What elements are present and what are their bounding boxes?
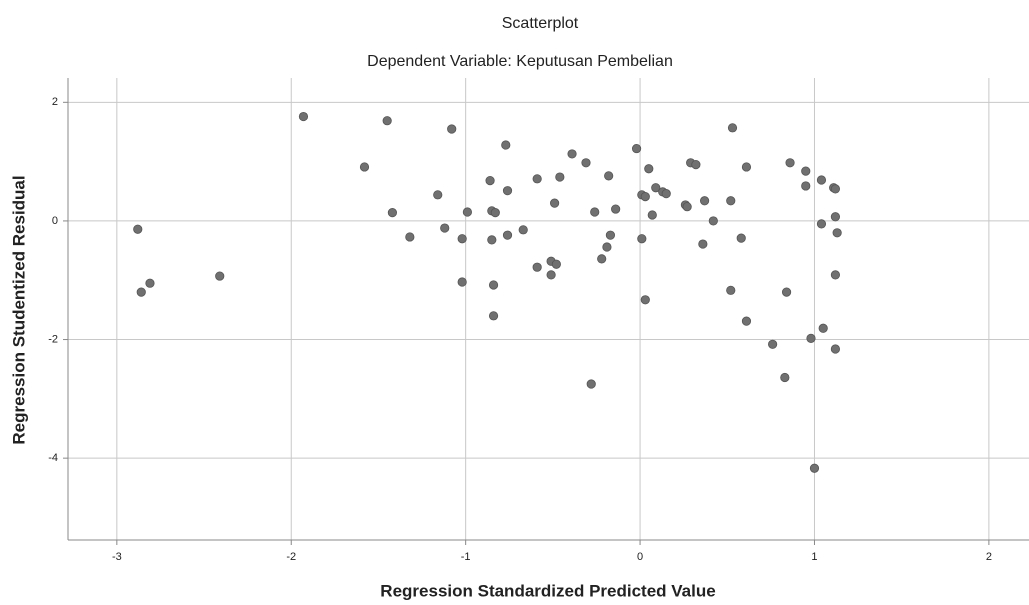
point [817,176,825,184]
y-axis-label: Regression Studentized Residual [9,175,28,444]
point [709,217,717,225]
page: Scatterplot Dependent Variable: Keputusa… [0,0,1029,605]
point [550,199,558,207]
y-tick-label: 0 [52,215,58,227]
point [388,208,396,216]
point [831,271,839,279]
point [556,173,564,181]
point [406,233,414,241]
point [831,185,839,193]
point [502,141,510,149]
point [434,191,442,199]
point [552,260,560,268]
point [638,235,646,243]
point [742,317,750,325]
point [603,243,611,251]
x-tick-label: -2 [286,551,296,563]
point [533,263,541,271]
point [727,286,735,294]
point [819,324,827,332]
y-tick-label: -2 [48,333,58,345]
point [216,272,224,280]
x-tick-label: 0 [637,551,643,563]
point [728,124,736,132]
point [137,288,145,296]
point [458,235,466,243]
chart-subtitle: Dependent Variable: Keputusan Pembelian [367,53,673,70]
point [519,226,527,234]
point [591,208,599,216]
point [299,112,307,120]
point [604,172,612,180]
point [597,255,605,263]
point [699,240,707,248]
chart-title: Scatterplot [502,15,579,32]
point [503,186,511,194]
y-tick-label: 2 [52,96,58,108]
point [134,225,142,233]
point [833,229,841,237]
point [683,202,691,210]
point [831,345,839,353]
point [662,189,670,197]
point [807,334,815,342]
x-tick-label: -3 [112,551,122,563]
point [383,117,391,125]
point [582,159,590,167]
point [692,160,700,168]
point [786,159,794,167]
point [503,231,511,239]
point [606,231,614,239]
x-tick-label: -1 [461,551,471,563]
point [648,211,656,219]
point [742,163,750,171]
point [463,208,471,216]
x-tick-label: 1 [811,551,817,563]
point [632,144,640,152]
point [831,213,839,221]
point [802,182,810,190]
point [458,278,466,286]
x-axis-label: Regression Standardized Predicted Value [380,581,715,600]
point [491,208,499,216]
point [645,165,653,173]
point [737,234,745,242]
point [360,163,368,171]
point [611,205,619,213]
point [486,176,494,184]
y-tick-label: -4 [48,452,58,464]
point [641,192,649,200]
point [568,150,576,158]
point [489,281,497,289]
point [533,175,541,183]
point [700,197,708,205]
x-tick-label: 2 [986,551,992,563]
point [810,464,818,472]
point [802,167,810,175]
point [441,224,449,232]
point [782,288,790,296]
point [489,312,497,320]
point [727,197,735,205]
point [146,279,154,287]
point [547,271,555,279]
point [781,373,789,381]
point [488,236,496,244]
point [641,296,649,304]
point [448,125,456,133]
chart: Scatterplot Dependent Variable: Keputusa… [0,0,1029,605]
point [768,340,776,348]
point [817,220,825,228]
point [587,380,595,388]
